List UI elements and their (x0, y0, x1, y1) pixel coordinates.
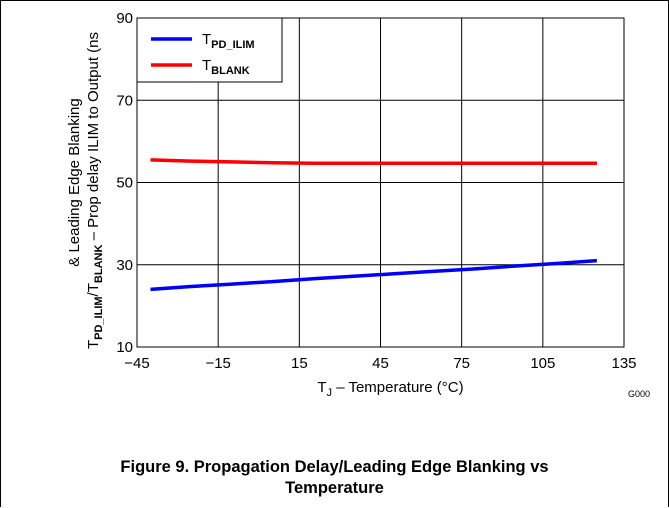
y-tick-label: 10 (116, 339, 133, 356)
x-tick-label: 75 (453, 355, 470, 372)
y-axis-label-sub1: PD_ILIM (93, 296, 105, 339)
y-axis-label-line2: TPD_ILIM/TBLANK – Prop delay ILIM to Out… (85, 32, 105, 349)
legend-entry-base: T (202, 31, 211, 48)
x-axis-label-rest: – Temperature (°C) (332, 379, 464, 396)
legend-entry-base: T (202, 57, 211, 74)
figure-caption: Figure 9. Propagation Delay/Leading Edge… (0, 457, 669, 499)
y-axis-label-sub2: BLANK (93, 245, 105, 284)
legend-box (136, 17, 283, 83)
y-tick-label: 90 (116, 10, 133, 27)
plot-area-border (136, 17, 625, 348)
legend-entry-sub: BLANK (211, 65, 250, 77)
tick-labels-layer: −45 −15 15 45 75 105 135 10 30 50 70 90 (116, 10, 636, 372)
y-tick-label: 70 (116, 92, 133, 109)
x-tick-label: 135 (611, 355, 636, 372)
caption-line1: Figure 9. Propagation Delay/Leading Edge… (120, 458, 549, 476)
figure-code: G000 (628, 389, 650, 399)
y-axis-label-line1: & Leading Edge Blanking (66, 98, 83, 266)
series-line-t-pd-ilim (150, 258, 598, 292)
x-tick-label: −15 (205, 355, 230, 372)
y-tick-label: 30 (116, 257, 133, 274)
y-tick-label: 50 (116, 175, 133, 192)
x-tick-label: 45 (372, 355, 389, 372)
series-line-t-blank (150, 158, 597, 165)
legend-entry: TBLANK (202, 57, 250, 77)
caption-line2: Temperature (285, 479, 384, 497)
y-axis-label-t1: T (85, 340, 102, 349)
y-axis-label-mid: /T (85, 283, 102, 296)
x-tick-label: 15 (291, 355, 308, 372)
x-axis-label: TJ – Temperature (°C) (317, 379, 463, 399)
lines-layer (150, 158, 598, 292)
legend-entry: TPD_ILIM (202, 31, 255, 51)
y-axis-label-rest: – Prop delay ILIM to Output (ns (85, 32, 102, 245)
x-tick-label: 105 (530, 355, 555, 372)
y-axis-label: & Leading Edge Blanking TPD_ILIM/TBLANK … (66, 32, 105, 349)
x-tick-label: −45 (124, 355, 149, 372)
legend-entry-sub: PD_ILIM (211, 39, 254, 51)
x-axis-label-sub: J (327, 387, 333, 399)
x-axis-label-base: T (317, 379, 326, 396)
